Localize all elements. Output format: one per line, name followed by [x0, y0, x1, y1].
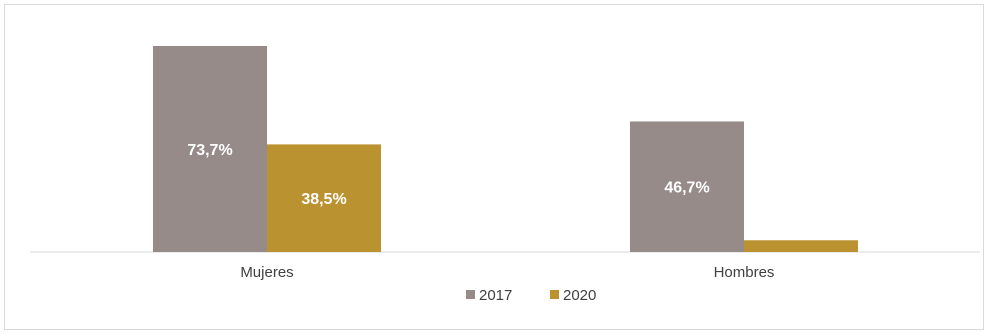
bar-hombres-2017	[630, 121, 744, 253]
data-label-hombres-2017: 46,7%	[664, 180, 709, 197]
legend-label-2020: 2020	[563, 287, 596, 304]
data-label-mujeres-2017: 73,7%	[187, 142, 232, 159]
category-label-hombres: Hombres	[714, 264, 775, 281]
legend-swatch-2017	[466, 290, 475, 299]
data-label-mujeres-2020: 38,5%	[301, 191, 346, 208]
bar-mujeres-2017	[153, 46, 267, 252]
bar-mujeres-2020	[267, 144, 381, 252]
category-label-mujeres: Mujeres	[240, 264, 293, 281]
legend-swatch-2020	[550, 290, 559, 299]
legend-label-2017: 2017	[479, 287, 512, 304]
bar-hombres-2020	[744, 240, 858, 252]
